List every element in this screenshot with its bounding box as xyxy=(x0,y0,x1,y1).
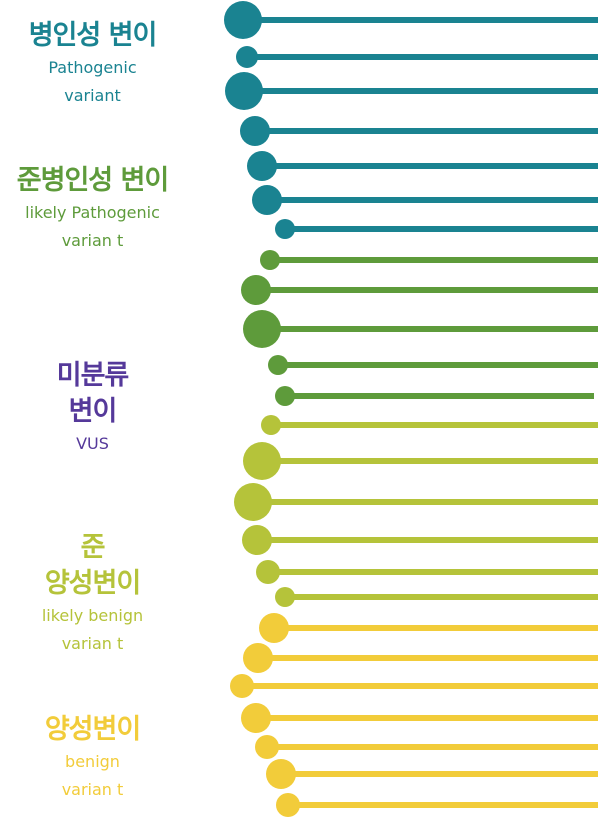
variant-lollipop xyxy=(259,613,598,643)
group-likely-pathogenic: 준병인성 변이 likely Pathogenic varian t xyxy=(0,163,185,255)
lollipop-head xyxy=(225,72,263,110)
group-benign: 양성변이 benign varian t xyxy=(0,712,185,804)
variant-lollipop xyxy=(247,151,598,181)
variant-lollipop xyxy=(252,185,598,215)
lollipop-head xyxy=(255,735,279,759)
group-subtitle: varian t xyxy=(61,780,124,799)
category-labels: 병인성 변이 Pathogenic variant 준병인성 변이 likely… xyxy=(0,0,200,819)
variant-lollipop xyxy=(256,560,598,584)
lollipop-head xyxy=(241,275,271,305)
variant-lollipop xyxy=(275,219,598,239)
lollipop-head xyxy=(256,560,280,584)
variant-lollipop xyxy=(234,483,598,521)
lollipop-head xyxy=(275,219,295,239)
variant-lollipop xyxy=(261,415,598,435)
lollipop-head xyxy=(275,386,295,406)
variant-lollipop xyxy=(275,386,594,406)
variant-lollipop xyxy=(268,355,598,375)
variant-lollipop xyxy=(276,793,598,817)
variant-lollipop xyxy=(230,674,598,698)
group-title: 준병인성 변이 xyxy=(16,165,169,196)
group-title: 병인성 변이 xyxy=(28,20,158,51)
group-subtitle: varian t xyxy=(61,231,124,250)
lollipop-head xyxy=(243,310,281,348)
variant-lollipop xyxy=(240,116,598,146)
lollipop-head xyxy=(268,355,288,375)
variant-lollipop xyxy=(275,587,598,607)
lollipop-head xyxy=(241,703,271,733)
lollipop-head xyxy=(243,643,273,673)
lollipop-head xyxy=(260,250,280,270)
lollipop-head xyxy=(230,674,254,698)
lollipop-head xyxy=(252,185,282,215)
variant-lollipop xyxy=(243,442,598,480)
variant-lollipop xyxy=(225,72,598,110)
lollipop-head xyxy=(243,442,281,480)
variant-lollipop xyxy=(241,275,598,305)
group-title: 양성변이 xyxy=(44,714,141,745)
variant-lollipop xyxy=(242,525,598,555)
group-vus: 미분류 변이 VUS xyxy=(0,358,185,458)
variant-lollipop xyxy=(260,250,598,270)
group-subtitle: likely Pathogenic xyxy=(25,203,160,222)
group-subtitle: variant xyxy=(64,86,121,105)
variant-lollipop xyxy=(243,643,598,673)
variant-lollipop xyxy=(266,759,598,789)
lollipop-head xyxy=(247,151,277,181)
group-pathogenic: 병인성 변이 Pathogenic variant xyxy=(0,18,185,110)
lollipop-head xyxy=(259,613,289,643)
lollipop-head xyxy=(242,525,272,555)
lollipop-head xyxy=(224,1,262,39)
group-title: 미분류 xyxy=(56,360,130,391)
group-title: 양성변이 xyxy=(44,568,141,599)
variant-lollipop xyxy=(241,703,598,733)
group-subtitle: VUS xyxy=(76,434,109,453)
lollipop-head xyxy=(240,116,270,146)
group-subtitle: likely benign xyxy=(41,606,144,625)
variant-lollipop xyxy=(236,46,598,68)
lollipop-head xyxy=(276,793,300,817)
group-title: 준 xyxy=(80,532,106,563)
lollipop-head xyxy=(234,483,272,521)
group-subtitle: varian t xyxy=(61,634,124,653)
lollipop-head xyxy=(261,415,281,435)
variant-lollipop xyxy=(243,310,598,348)
group-subtitle: Pathogenic xyxy=(48,58,137,77)
lollipop-head xyxy=(266,759,296,789)
variant-lollipop xyxy=(255,735,598,759)
lollipop-head xyxy=(275,587,295,607)
variant-lollipop xyxy=(224,1,598,39)
group-title: 변이 xyxy=(68,396,118,427)
group-likely-benign: 준 양성변이 likely benign varian t xyxy=(0,530,185,658)
lollipop-head xyxy=(236,46,258,68)
group-subtitle: benign xyxy=(65,752,120,771)
